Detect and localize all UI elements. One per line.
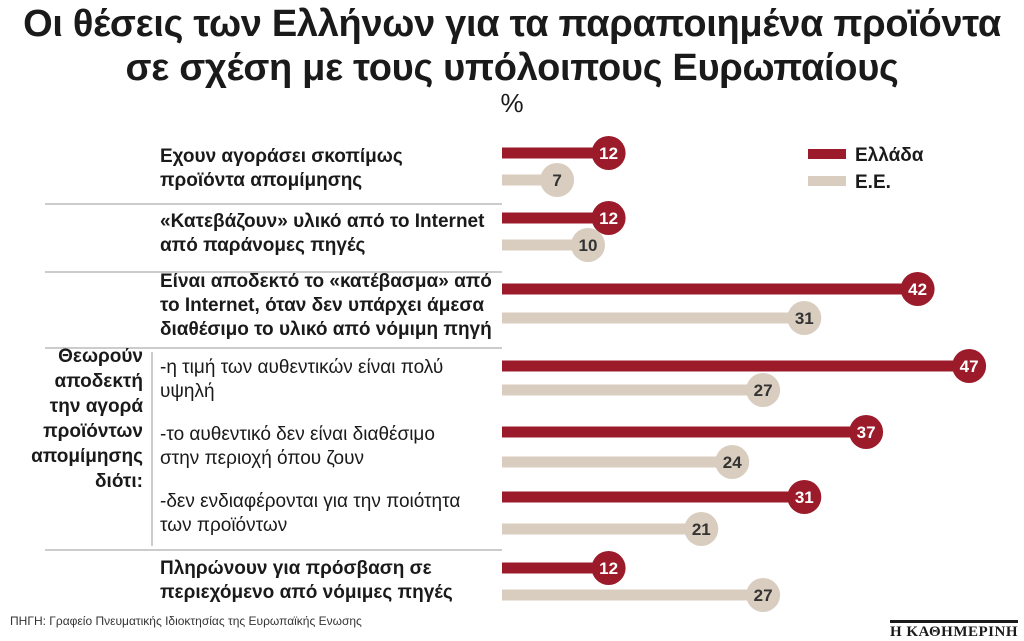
greece-bar xyxy=(502,147,611,159)
category-label-line: το Internet, όταν δεν υπάρχει άμεσα xyxy=(160,295,484,316)
category-label-line: -η τιμή των αυθεντικών είναι πολύ xyxy=(160,357,443,378)
greece-value-bubble xyxy=(591,551,626,585)
eu-value-label: 24 xyxy=(723,453,742,472)
group-label-line: προϊόντων xyxy=(43,421,143,442)
greece-value-bubble xyxy=(849,415,884,449)
category-label-line: «Κατεβάζουν» υλικό από το Internet xyxy=(160,211,485,232)
category-label-line: Εχουν αγοράσει σκοπίμως xyxy=(160,146,403,167)
eu-bar xyxy=(502,523,704,535)
eu-value-bubble xyxy=(540,163,575,197)
eu-value-label: 27 xyxy=(754,381,773,400)
category-label-line: Είναι αποδεκτό το «κατέβασμα» από xyxy=(160,271,492,292)
greece-value-label: 12 xyxy=(599,209,618,228)
legend-swatch-eu xyxy=(808,176,846,186)
category-label-line: περιεχόμενο από νόμιμες πηγές xyxy=(160,582,453,603)
chart-title-line1: Οι θέσεις των Ελλήνων για τα παραποιημέν… xyxy=(23,3,1001,45)
group-label-line: Θεωρούν xyxy=(58,346,143,367)
greece-value-label: 47 xyxy=(960,357,979,376)
greece-value-label: 37 xyxy=(857,423,876,442)
source-note: ΠΗΓΗ: Γραφείο Πνευματικής Ιδιοκτησίας τη… xyxy=(10,614,362,628)
greece-value-bubble xyxy=(591,201,626,235)
eu-bar xyxy=(502,456,735,468)
category-label-line: Πληρώνουν για πρόσβαση σε xyxy=(160,558,432,579)
category-label-line: υψηλή xyxy=(160,381,215,402)
greece-bar xyxy=(502,283,920,295)
greece-value-label: 42 xyxy=(908,280,927,299)
category-label-line: διαθέσιμο το υλικό από νόμιμη πηγή xyxy=(160,319,492,340)
category-label-line: των προϊόντων xyxy=(160,515,287,536)
eu-value-bubble xyxy=(746,373,781,407)
legend-label-eu: Ε.Ε. xyxy=(855,172,891,193)
greece-value-bubble xyxy=(591,136,626,170)
publisher-logo: Η ΚΑΘΗΜΕΡΙΝΗ xyxy=(889,620,1018,641)
category-label-line: -το αυθεντικό δεν είναι διαθέσιμο xyxy=(160,424,435,445)
greece-value-bubble xyxy=(900,272,935,306)
eu-value-label: 27 xyxy=(754,586,773,605)
eu-bar xyxy=(502,174,560,186)
eu-bar xyxy=(502,589,766,601)
eu-value-label: 21 xyxy=(692,520,711,539)
eu-bar xyxy=(502,239,590,251)
greece-value-label: 31 xyxy=(795,488,814,507)
greece-bar xyxy=(502,426,869,438)
eu-value-bubble xyxy=(684,512,719,546)
eu-value-label: 10 xyxy=(579,236,598,255)
chart-title-line2: σε σχέση με τους υπόλοιπους Ευρωπαίους xyxy=(125,47,899,89)
greece-bar xyxy=(502,562,611,574)
eu-value-label: 7 xyxy=(552,171,561,190)
group-label-line: την αγορά xyxy=(50,396,144,417)
greece-value-label: 12 xyxy=(599,559,618,578)
legend-label-greece: Ελλάδα xyxy=(855,145,924,166)
legend-swatch-greece xyxy=(808,149,846,159)
category-label-line: προϊόντα απομίμησης xyxy=(160,170,362,191)
category-label-line: στην περιοχή όπου ζουν xyxy=(160,448,364,469)
group-label-line: διότι: xyxy=(95,471,143,492)
group-label-line: αποδεκτή xyxy=(54,371,143,392)
greece-bar xyxy=(502,491,807,503)
greece-bar xyxy=(502,212,611,224)
eu-bar xyxy=(502,384,766,396)
eu-value-bubble xyxy=(715,445,750,479)
greece-bar xyxy=(502,360,972,372)
eu-bar xyxy=(502,312,807,324)
eu-value-bubble xyxy=(571,228,605,262)
greece-value-label: 12 xyxy=(599,144,618,163)
unit-label: % xyxy=(500,88,524,118)
eu-value-bubble xyxy=(787,301,822,335)
eu-value-label: 31 xyxy=(795,309,814,328)
greece-value-bubble xyxy=(952,349,987,383)
greece-value-bubble xyxy=(787,480,822,514)
category-label-line: -δεν ενδιαφέρονται για την ποιότητα xyxy=(160,491,460,512)
group-label-line: απομίμησης xyxy=(31,446,143,467)
eu-value-bubble xyxy=(746,578,781,612)
category-label-line: από παράνομες πηγές xyxy=(160,235,366,256)
